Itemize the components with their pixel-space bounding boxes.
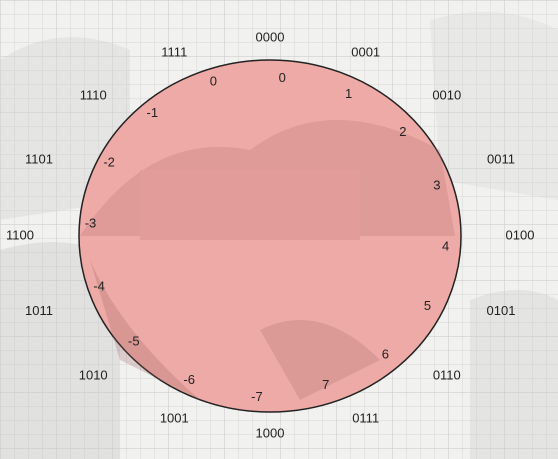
- binary-label: 1001: [160, 410, 189, 425]
- binary-label: 1111: [161, 45, 187, 60]
- binary-label: 1100: [6, 227, 34, 242]
- unsigned-value-label: 0: [279, 70, 286, 85]
- signed-value-label: -6: [183, 372, 195, 387]
- signed-value-label: -4: [93, 278, 105, 293]
- binary-label: 1110: [80, 87, 107, 102]
- unsigned-value-label: 5: [424, 298, 431, 313]
- binary-label: 1011: [25, 303, 53, 318]
- binary-label: 0010: [432, 87, 461, 102]
- binary-label: 1101: [25, 152, 53, 167]
- value-ellipse: [78, 59, 462, 413]
- unsigned-value-label: 2: [399, 124, 406, 139]
- binary-label: 0011: [487, 152, 515, 167]
- signed-value-label: -2: [103, 155, 115, 170]
- binary-label: 0000: [256, 29, 285, 44]
- binary-label: 0111: [352, 410, 379, 425]
- outer-binary-labels: 0000000100100011010001010110011110001001…: [6, 29, 534, 440]
- signed-value-label: -5: [128, 333, 140, 348]
- binary-label: 0001: [351, 45, 380, 60]
- signed-value-label: -7: [251, 389, 263, 404]
- inner-decimal-labels: 0 1 2 3 4 5 6 7 0 -1 -2 -3 -4 -5 -6 -7: [85, 70, 449, 404]
- binary-label: 0110: [433, 367, 461, 382]
- signed-value-label: 0: [210, 74, 217, 89]
- signed-value-label: -3: [85, 216, 97, 231]
- binary-label: 0101: [487, 303, 516, 318]
- signed-value-label: -1: [147, 105, 159, 120]
- ellipse-group: [78, 59, 462, 413]
- unsigned-value-label: 3: [433, 177, 440, 192]
- unsigned-value-label: 6: [382, 347, 389, 362]
- binary-label: 0100: [506, 227, 535, 242]
- unsigned-value-label: 7: [322, 377, 329, 392]
- unsigned-value-label: 1: [345, 86, 352, 101]
- unsigned-value-label: 4: [442, 239, 449, 254]
- ellipse-scenery: [80, 120, 455, 400]
- binary-label: 1000: [256, 425, 285, 440]
- binary-label: 1010: [79, 367, 108, 382]
